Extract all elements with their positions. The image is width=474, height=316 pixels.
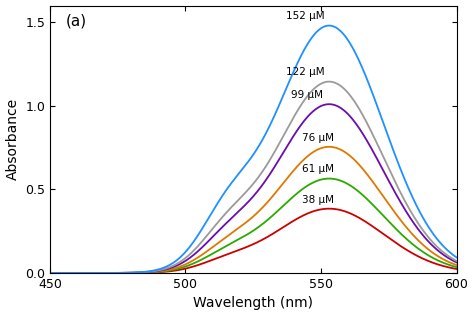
Text: 38 μM: 38 μM bbox=[302, 195, 334, 205]
Text: (a): (a) bbox=[66, 14, 87, 28]
Text: 61 μM: 61 μM bbox=[302, 164, 334, 174]
Text: 76 μM: 76 μM bbox=[302, 133, 334, 143]
X-axis label: Wavelength (nm): Wavelength (nm) bbox=[193, 296, 313, 310]
Text: 122 μM: 122 μM bbox=[286, 67, 324, 76]
Y-axis label: Absorbance: Absorbance bbox=[6, 98, 19, 180]
Text: 99 μM: 99 μM bbox=[291, 90, 323, 100]
Text: 152 μM: 152 μM bbox=[286, 11, 324, 21]
